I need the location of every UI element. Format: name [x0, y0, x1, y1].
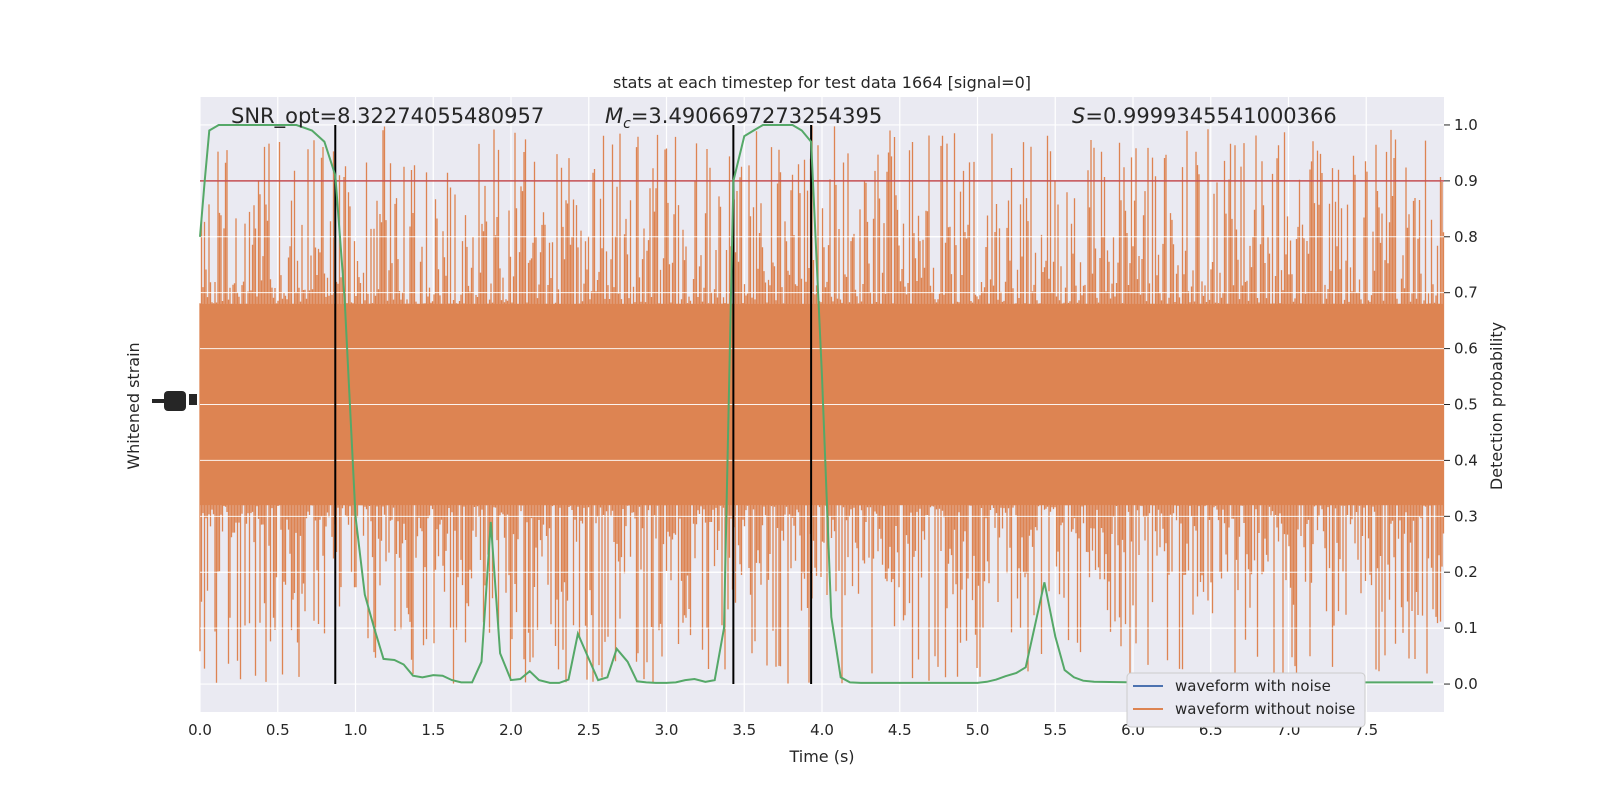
legend-label-without-noise: waveform without noise — [1175, 700, 1355, 718]
detection-probability-series — [199, 124, 1434, 684]
y-tick-label: 0.3 — [1454, 507, 1478, 525]
x-tick-label: 1.5 — [421, 721, 445, 739]
x-tick-label: 2.0 — [499, 721, 523, 739]
x-tick-label: 3.5 — [732, 721, 756, 739]
detection-probability-line — [199, 124, 1434, 684]
x-tick-label: 4.5 — [888, 721, 912, 739]
snr-annotation: SNR_opt=8.32274055480957 — [231, 104, 544, 129]
strain-spikes — [199, 125, 1445, 684]
chirp-mass-annotation: Mc=3.4906697273254395 — [605, 104, 882, 132]
x-tick-label: 3.0 — [655, 721, 679, 739]
score-annotation: S=0.9999345541000366 — [1072, 104, 1337, 128]
x-tick-label: 5.0 — [966, 721, 990, 739]
legend-label-with-noise: waveform with noise — [1175, 677, 1331, 695]
y-tick-label: 0.5 — [1454, 396, 1478, 414]
y-tick-label: 0.6 — [1454, 340, 1478, 358]
x-axis-label: Time (s) — [788, 747, 854, 766]
y-tick-label: 0.8 — [1454, 228, 1478, 246]
y-tick-label: 0.9 — [1454, 172, 1478, 190]
y-tick-label: 0.0 — [1454, 675, 1478, 693]
x-tick-label: 4.0 — [810, 721, 834, 739]
left-axis-overlapping-ticks — [152, 391, 197, 411]
y-tick-label: 1.0 — [1454, 116, 1478, 134]
y-left-axis-label: Whitened strain — [124, 342, 143, 469]
x-tick-label: 1.0 — [344, 721, 368, 739]
x-tick-label: 0.5 — [266, 721, 290, 739]
y-tick-label: 0.2 — [1454, 563, 1478, 581]
y-tick-label: 0.4 — [1454, 451, 1478, 469]
y-right-axis-ticks: 0.0 0.1 0.2 0.3 0.4 0.5 0.6 0.7 0.8 0.9 1.0 — [1444, 116, 1478, 693]
x-tick-label: 2.5 — [577, 721, 601, 739]
x-tick-label: 0.0 — [188, 721, 212, 739]
y-right-axis-label: Detection probability — [1487, 322, 1506, 490]
chart-title: stats at each timestep for test data 166… — [613, 73, 1031, 92]
legend: waveform with noise waveform without noi… — [1126, 672, 1366, 728]
y-tick-label: 0.1 — [1454, 619, 1478, 637]
legend-box — [1126, 672, 1366, 728]
x-tick-label: 5.5 — [1043, 721, 1067, 739]
y-tick-label: 0.7 — [1454, 284, 1478, 302]
strain-traces — [199, 124, 1445, 685]
